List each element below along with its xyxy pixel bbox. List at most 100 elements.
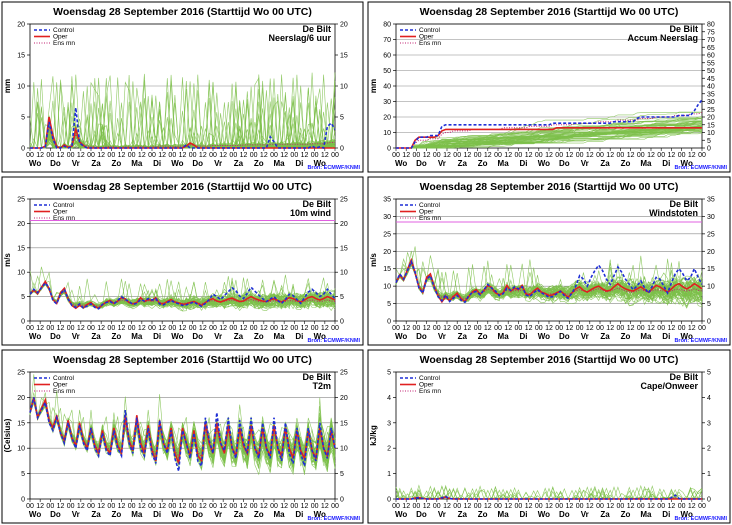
x-day-label: Za [600,332,610,341]
x-day-label: Wo [29,510,41,519]
x-tick-label: 00 [678,152,686,159]
legend-label: Oper [419,209,434,216]
station-name: De Bilt [302,199,331,209]
x-day-label: Di [295,510,303,519]
y2-tick-label: 10 [340,270,348,277]
x-day-label: Vr [581,159,589,168]
x-tick-label: 12 [627,503,635,510]
legend-label: Control [53,375,75,382]
y-tick-label: 2 [387,446,391,453]
x-day-label: Do [50,510,61,519]
x-tick-label: 00 [433,325,441,332]
y2-tick-label: 30 [707,214,715,221]
y2-tick-label: 15 [340,53,348,60]
ensemble-member-line [396,128,702,149]
x-tick-label: 12 [138,503,146,510]
y2-tick-label: 10 [340,446,348,453]
legend-label: Oper [53,209,68,216]
x-tick-label: 00 [392,503,400,510]
y-tick-label: 70 [383,37,391,44]
x-tick-label: 12 [647,503,655,510]
x-tick-label: 00 [209,325,217,332]
oper-line [29,279,336,310]
y2-tick-label: 0 [707,497,711,504]
x-day-label: Vr [72,332,80,341]
x-day-label: Vr [438,159,446,168]
x-tick-label: 00 [515,503,523,510]
legend-label: Ens mn [419,40,441,47]
y-tick-label: 0 [21,497,25,504]
station-name: De Bilt [669,24,698,34]
x-tick-label: 12 [240,503,248,510]
x-tick-label: 12 [77,325,85,332]
ensemble-member-line [395,264,703,301]
y-tick-label: 4 [387,395,391,402]
x-tick-label: 00 [617,152,625,159]
y-tick-label: 1 [387,471,391,478]
x-tick-label: 12 [118,325,126,332]
x-day-label: Do [559,332,570,341]
x-tick-label: 12 [402,325,410,332]
y2-tick-label: 60 [707,53,715,60]
x-tick-label: 00 [26,325,34,332]
x-tick-label: 00 [576,325,584,332]
x-tick-label: 12 [443,152,451,159]
x-day-label: Wo [395,332,407,341]
y-tick-label: 15 [17,420,25,427]
x-tick-label: 00 [148,325,156,332]
y-tick-label: 10 [17,446,25,453]
y2-tick-label: 35 [707,91,715,98]
x-tick-label: 12 [36,503,44,510]
x-tick-label: 12 [545,152,553,159]
x-tick-label: 12 [240,325,248,332]
x-day-label: Za [458,332,468,341]
x-tick-label: 00 [46,325,54,332]
x-tick-label: 00 [311,325,319,332]
x-tick-label: 00 [698,152,706,159]
x-tick-label: 00 [474,503,482,510]
x-tick-label: 12 [36,152,44,159]
x-day-label: Di [520,332,528,341]
x-tick-label: 00 [413,503,421,510]
x-day-label: Ma [131,332,143,341]
x-day-label: Ma [498,510,510,519]
x-tick-label: 12 [158,152,166,159]
legend-label: Oper [53,34,68,41]
panel-neerslag: Woensdag 28 September 2016 (Starttijd Wo… [1,1,364,173]
x-tick-label: 00 [596,325,604,332]
x-tick-label: 00 [555,152,563,159]
x-tick-label: 00 [250,503,258,510]
x-tick-label: 12 [627,325,635,332]
x-tick-label: 12 [118,503,126,510]
x-tick-label: 00 [331,152,339,159]
x-tick-label: 00 [311,152,319,159]
x-tick-label: 12 [566,325,574,332]
x-day-label: Vr [214,159,222,168]
x-day-label: Wo [395,510,407,519]
panel-stoten: Woensdag 28 September 2016 (Starttijd Wo… [367,176,731,346]
x-tick-label: 12 [464,152,472,159]
x-tick-label: 12 [668,152,676,159]
x-day-label: Wo [314,510,326,519]
x-day-label: Vr [438,510,446,519]
y-tick-label: 20 [17,22,25,29]
x-tick-label: 12 [443,325,451,332]
x-tick-label: 00 [392,325,400,332]
control-line [30,107,336,150]
x-tick-label: 12 [423,325,431,332]
source-label: Bron: ECMWF/KNMI [674,165,727,171]
ensemble-member-line [395,259,703,299]
y-tick-label: 30 [383,99,391,106]
y2-tick-label: 80 [707,22,715,29]
y2-tick-label: 25 [707,231,715,238]
y-tick-label: 50 [383,68,391,75]
ens-mean-line [30,126,335,149]
y2-tick-label: 50 [707,68,715,75]
x-tick-label: 12 [484,325,492,332]
x-tick-label: 00 [494,503,502,510]
y2-tick-label: 0 [340,497,344,504]
x-tick-label: 12 [504,325,512,332]
x-tick-label: 00 [576,152,584,159]
x-tick-label: 12 [627,152,635,159]
x-tick-label: 00 [392,152,400,159]
